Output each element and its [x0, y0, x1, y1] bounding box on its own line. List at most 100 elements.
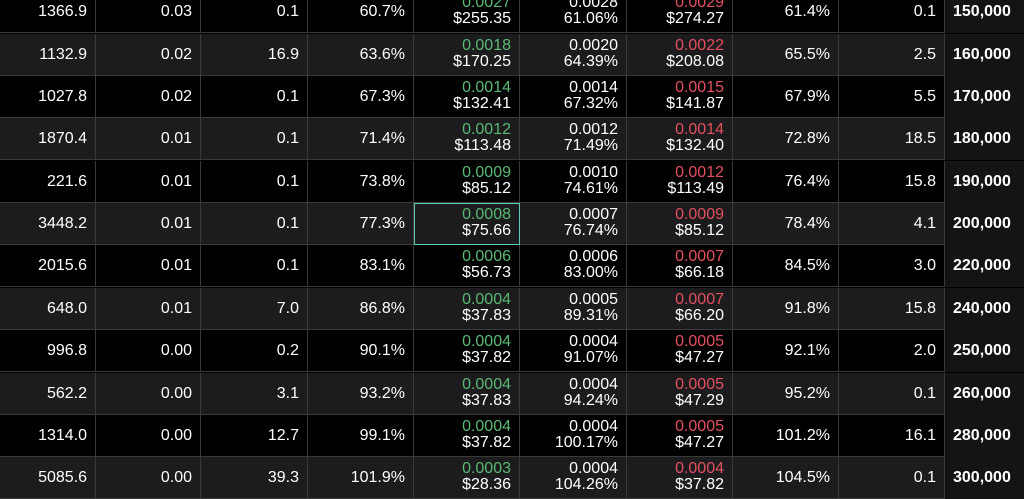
ask-cell[interactable]: 0.0029 $274.27: [627, 0, 733, 33]
mark-cell[interactable]: 0.0014 67.32%: [520, 76, 627, 118]
ask-cell-price: 0.0005: [675, 333, 724, 350]
cell-c8: 2.5: [839, 34, 945, 76]
cell-c2: 7.0: [201, 288, 308, 330]
table-row[interactable]: 562.2 0.00 3.1 93.2% 0.0004 $37.83 0.0004 94.24…: [0, 373, 1024, 415]
ask-cell[interactable]: 0.0014 $132.40: [627, 118, 733, 160]
ask-cell-sub: $37.82: [675, 476, 724, 493]
table-row[interactable]: 2015.6 0.01 0.1 83.1% 0.0006 $56.73 0.0006 83.0…: [0, 245, 1024, 287]
cell-c0: 1132.9: [0, 34, 96, 76]
mark-cell-price: 0.0004: [569, 418, 618, 435]
cell-c1: 0.02: [96, 34, 201, 76]
cell-c7: 76.4%: [733, 161, 839, 203]
bid-cell-price: 0.0008: [462, 206, 511, 223]
bid-cell-price: 0.0006: [462, 248, 511, 265]
ask-cell-price: 0.0022: [675, 37, 724, 54]
mark-cell[interactable]: 0.0005 89.31%: [520, 288, 627, 330]
cell-c8: 15.8: [839, 161, 945, 203]
cell-c1: 0.01: [96, 118, 201, 160]
mark-cell[interactable]: 0.0004 91.07%: [520, 330, 627, 372]
mark-cell-sub: 104.26%: [554, 476, 618, 493]
ask-cell[interactable]: 0.0015 $141.87: [627, 76, 733, 118]
cell-c0: 221.6: [0, 161, 96, 203]
ask-cell[interactable]: 0.0012 $113.49: [627, 161, 733, 203]
cell-c7: 104.5%: [733, 457, 839, 499]
mark-cell[interactable]: 0.0004 94.24%: [520, 373, 627, 415]
mark-cell[interactable]: 0.0004 104.26%: [520, 457, 627, 499]
cell-c8: 15.8: [839, 288, 945, 330]
cell-c0: 1027.8: [0, 76, 96, 118]
ask-cell-sub: $132.40: [666, 137, 724, 154]
cell-c7: 84.5%: [733, 245, 839, 287]
table-row[interactable]: 221.6 0.01 0.1 73.8% 0.0009 $85.12 0.0010 74.61…: [0, 161, 1024, 203]
ask-cell[interactable]: 0.0005 $47.27: [627, 330, 733, 372]
ask-cell[interactable]: 0.0005 $47.29: [627, 373, 733, 415]
mark-cell[interactable]: 0.0007 76.74%: [520, 203, 627, 245]
bid-cell-sub: $37.82: [462, 434, 511, 451]
ask-cell[interactable]: 0.0005 $47.27: [627, 415, 733, 457]
table-row[interactable]: 1366.9 0.03 0.1 60.7% 0.0027 $255.35 0.0028 61.…: [0, 0, 1024, 33]
bid-cell-sub: $255.35: [453, 10, 511, 27]
cell-c1: 0.03: [96, 0, 201, 33]
bid-cell[interactable]: 0.0004 $37.82: [414, 415, 520, 457]
table-row[interactable]: 1027.8 0.02 0.1 67.3% 0.0014 $132.41 0.0014 67.…: [0, 76, 1024, 118]
mark-cell[interactable]: 0.0028 61.06%: [520, 0, 627, 33]
bid-cell-price: 0.0004: [462, 291, 511, 308]
mark-cell-sub: 74.61%: [563, 180, 618, 197]
mark-cell-price: 0.0006: [569, 248, 618, 265]
cell-c3: 86.8%: [308, 288, 414, 330]
bid-cell-sub: $56.73: [462, 264, 511, 281]
table-row[interactable]: 5085.6 0.00 39.3 101.9% 0.0003 $28.36 0.0004 10…: [0, 457, 1024, 499]
table-row[interactable]: 3448.2 0.01 0.1 77.3% 0.0008 $75.66 0.0007 76.7…: [0, 203, 1024, 245]
table-row[interactable]: 648.0 0.01 7.0 86.8% 0.0004 $37.83 0.0005 89.31…: [0, 288, 1024, 330]
mark-cell-sub: 61.06%: [563, 10, 618, 27]
ask-cell-sub: $66.20: [675, 307, 724, 324]
bid-cell-price: 0.0003: [462, 460, 511, 477]
ask-cell[interactable]: 0.0007 $66.18: [627, 245, 733, 287]
cell-c7: 95.2%: [733, 373, 839, 415]
ask-cell[interactable]: 0.0004 $37.82: [627, 457, 733, 499]
bid-cell[interactable]: 0.0009 $85.12: [414, 161, 520, 203]
cell-c1: 0.01: [96, 288, 201, 330]
mark-cell-price: 0.0007: [569, 206, 618, 223]
ask-cell-sub: $208.08: [666, 53, 724, 70]
ask-cell-price: 0.0014: [675, 121, 724, 138]
cell-c1: 0.00: [96, 330, 201, 372]
ask-cell[interactable]: 0.0022 $208.08: [627, 34, 733, 76]
mark-cell-price: 0.0004: [569, 376, 618, 393]
bid-cell[interactable]: 0.0004 $37.82: [414, 330, 520, 372]
bid-cell[interactable]: 0.0008 $75.66: [414, 203, 520, 245]
bid-cell[interactable]: 0.0012 $113.48: [414, 118, 520, 160]
bid-cell[interactable]: 0.0018 $170.25: [414, 34, 520, 76]
table-row[interactable]: 1314.0 0.00 12.7 99.1% 0.0004 $37.82 0.0004 100…: [0, 415, 1024, 457]
table-row[interactable]: 996.8 0.00 0.2 90.1% 0.0004 $37.82 0.0004 91.07…: [0, 330, 1024, 372]
bid-cell[interactable]: 0.0004 $37.83: [414, 288, 520, 330]
cell-c8: 4.1: [839, 203, 945, 245]
strike-price: 220,000: [945, 245, 1024, 287]
ask-cell-sub: $47.29: [675, 392, 724, 409]
cell-c3: 90.1%: [308, 330, 414, 372]
cell-c2: 3.1: [201, 373, 308, 415]
bid-cell[interactable]: 0.0003 $28.36: [414, 457, 520, 499]
bid-cell[interactable]: 0.0006 $56.73: [414, 245, 520, 287]
cell-c0: 996.8: [0, 330, 96, 372]
table-row[interactable]: 1132.9 0.02 16.9 63.6% 0.0018 $170.25 0.0020 64…: [0, 34, 1024, 76]
bid-cell[interactable]: 0.0027 $255.35: [414, 0, 520, 33]
cell-c0: 5085.6: [0, 457, 96, 499]
ask-cell-sub: $47.27: [675, 349, 724, 366]
cell-c3: 73.8%: [308, 161, 414, 203]
ask-cell[interactable]: 0.0009 $85.12: [627, 203, 733, 245]
cell-c8: 5.5: [839, 76, 945, 118]
mark-cell[interactable]: 0.0004 100.17%: [520, 415, 627, 457]
mark-cell[interactable]: 0.0006 83.00%: [520, 245, 627, 287]
mark-cell-price: 0.0028: [569, 0, 618, 11]
mark-cell[interactable]: 0.0012 71.49%: [520, 118, 627, 160]
ask-cell-sub: $47.27: [675, 434, 724, 451]
bid-cell[interactable]: 0.0004 $37.83: [414, 373, 520, 415]
ask-cell-price: 0.0007: [675, 291, 724, 308]
table-row[interactable]: 1870.4 0.01 0.1 71.4% 0.0012 $113.48 0.0012 71.…: [0, 118, 1024, 160]
ask-cell[interactable]: 0.0007 $66.20: [627, 288, 733, 330]
mark-cell[interactable]: 0.0010 74.61%: [520, 161, 627, 203]
mark-cell[interactable]: 0.0020 64.39%: [520, 34, 627, 76]
bid-cell[interactable]: 0.0014 $132.41: [414, 76, 520, 118]
mark-cell-price: 0.0010: [569, 164, 618, 181]
